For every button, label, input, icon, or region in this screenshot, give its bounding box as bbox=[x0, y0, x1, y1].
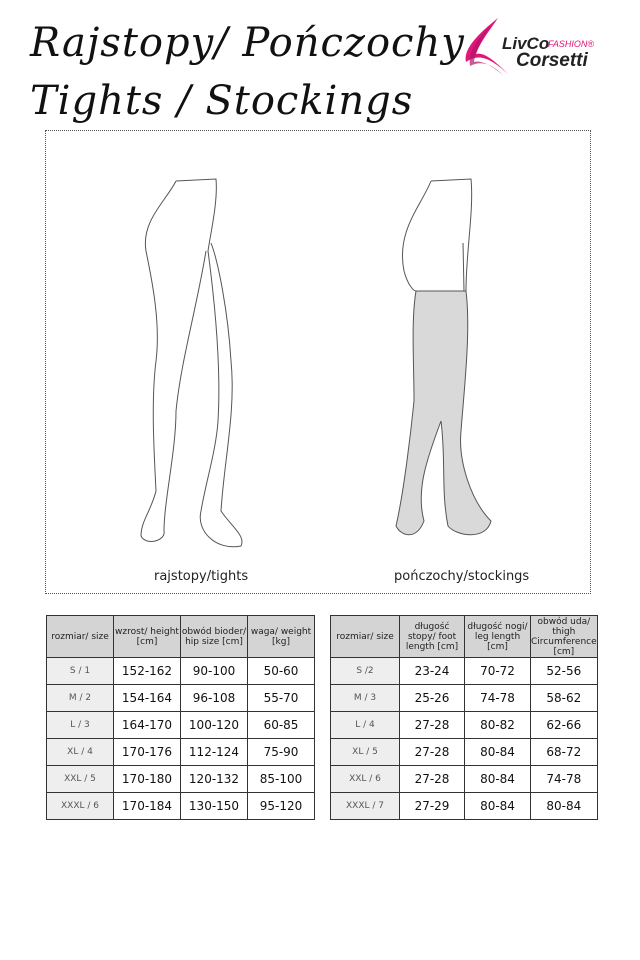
size-cell: XXL / 6 bbox=[330, 765, 400, 793]
value-cell: 80-84 bbox=[530, 792, 598, 820]
value-cell: 100-120 bbox=[180, 711, 248, 739]
table-row: S /2 23-24 70-72 52-56 bbox=[330, 657, 598, 685]
value-cell: 96-108 bbox=[180, 684, 248, 712]
size-cell: S / 1 bbox=[46, 657, 114, 685]
header-cell: wzrost/ height [cm] bbox=[113, 615, 181, 658]
size-cell: XL / 4 bbox=[46, 738, 114, 766]
stockings-size-table: rozmiar/ size długość stopy/ foot length… bbox=[330, 615, 598, 820]
value-cell: 75-90 bbox=[247, 738, 315, 766]
stockings-legs-icon bbox=[395, 178, 492, 536]
title-english: Tights / Stockings bbox=[30, 78, 414, 124]
value-cell: 74-78 bbox=[530, 765, 598, 793]
table-row: XL / 4 170-176 112-124 75-90 bbox=[46, 738, 315, 766]
table-row: XL / 5 27-28 80-84 68-72 bbox=[330, 738, 598, 766]
tights-caption: rajstopy/tights bbox=[154, 569, 249, 584]
table-header: rozmiar/ size długość stopy/ foot length… bbox=[330, 615, 598, 658]
table-row: M / 2 154-164 96-108 55-70 bbox=[46, 684, 315, 712]
value-cell: 25-26 bbox=[399, 684, 465, 712]
swoosh-icon: LivCo FASHION® Corsetti bbox=[465, 18, 594, 76]
value-cell: 55-70 bbox=[247, 684, 315, 712]
value-cell: 130-150 bbox=[180, 792, 248, 820]
header-cell: obwód bioder/ hip size [cm] bbox=[180, 615, 248, 658]
value-cell: 27-29 bbox=[399, 792, 465, 820]
logo-brand: LivCo bbox=[502, 34, 549, 53]
value-cell: 95-120 bbox=[247, 792, 315, 820]
legs-illustrations bbox=[140, 178, 492, 548]
value-cell: 152-162 bbox=[113, 657, 181, 685]
value-cell: 27-28 bbox=[399, 765, 465, 793]
size-cell: XXXL / 7 bbox=[330, 792, 400, 820]
value-cell: 50-60 bbox=[247, 657, 315, 685]
value-cell: 58-62 bbox=[530, 684, 598, 712]
value-cell: 80-84 bbox=[464, 738, 531, 766]
size-cell: M / 2 bbox=[46, 684, 114, 712]
value-cell: 74-78 bbox=[464, 684, 531, 712]
size-cell: M / 3 bbox=[330, 684, 400, 712]
table-header: rozmiar/ size wzrost/ height [cm] obwód … bbox=[46, 615, 315, 658]
size-cell: XXL / 5 bbox=[46, 765, 114, 793]
size-cell: L / 4 bbox=[330, 711, 400, 739]
table-row: XXL / 6 27-28 80-84 74-78 bbox=[330, 765, 598, 793]
value-cell: 170-176 bbox=[113, 738, 181, 766]
header-cell: rozmiar/ size bbox=[330, 615, 400, 658]
value-cell: 154-164 bbox=[113, 684, 181, 712]
table-row: L / 4 27-28 80-82 62-66 bbox=[330, 711, 598, 739]
value-cell: 23-24 bbox=[399, 657, 465, 685]
value-cell: 120-132 bbox=[180, 765, 248, 793]
value-cell: 80-84 bbox=[464, 765, 531, 793]
logo-sub: FASHION® bbox=[548, 39, 594, 49]
table-row: XXXL / 7 27-29 80-84 80-84 bbox=[330, 792, 598, 820]
header-cell: rozmiar/ size bbox=[46, 615, 114, 658]
size-cell: S /2 bbox=[330, 657, 400, 685]
value-cell: 90-100 bbox=[180, 657, 248, 685]
table-row: M / 3 25-26 74-78 58-62 bbox=[330, 684, 598, 712]
tights-legs-icon bbox=[140, 178, 243, 548]
stockings-caption: pończochy/stockings bbox=[394, 569, 530, 584]
value-cell: 112-124 bbox=[180, 738, 248, 766]
table-row: S / 1 152-162 90-100 50-60 bbox=[46, 657, 315, 685]
brand-logo: LivCo FASHION® Corsetti bbox=[458, 14, 608, 80]
value-cell: 27-28 bbox=[399, 711, 465, 739]
logo-brand2: Corsetti bbox=[516, 50, 589, 71]
value-cell: 164-170 bbox=[113, 711, 181, 739]
header-cell: waga/ weight [kg] bbox=[247, 615, 315, 658]
size-cell: XXXL / 6 bbox=[46, 792, 114, 820]
header-cell: długość nogi/ leg length [cm] bbox=[464, 615, 531, 658]
illustration-frame: rajstopy/tights pończochy/stockings bbox=[45, 130, 591, 594]
value-cell: 62-66 bbox=[530, 711, 598, 739]
value-cell: 170-184 bbox=[113, 792, 181, 820]
value-cell: 80-84 bbox=[464, 792, 531, 820]
value-cell: 52-56 bbox=[530, 657, 598, 685]
tights-size-table: rozmiar/ size wzrost/ height [cm] obwód … bbox=[46, 615, 315, 820]
table-row: XXXL / 6 170-184 130-150 95-120 bbox=[46, 792, 315, 820]
title-polish: Rajstopy/ Pończochy bbox=[30, 20, 465, 66]
size-cell: XL / 5 bbox=[330, 738, 400, 766]
table-row: XXL / 5 170-180 120-132 85-100 bbox=[46, 765, 315, 793]
value-cell: 60-85 bbox=[247, 711, 315, 739]
table-row: L / 3 164-170 100-120 60-85 bbox=[46, 711, 315, 739]
header-cell: obwód uda/ thigh Circumference [cm] bbox=[530, 615, 598, 658]
value-cell: 85-100 bbox=[247, 765, 315, 793]
value-cell: 27-28 bbox=[399, 738, 465, 766]
size-cell: L / 3 bbox=[46, 711, 114, 739]
value-cell: 170-180 bbox=[113, 765, 181, 793]
header-cell: długość stopy/ foot length [cm] bbox=[399, 615, 465, 658]
value-cell: 68-72 bbox=[530, 738, 598, 766]
value-cell: 80-82 bbox=[464, 711, 531, 739]
value-cell: 70-72 bbox=[464, 657, 531, 685]
